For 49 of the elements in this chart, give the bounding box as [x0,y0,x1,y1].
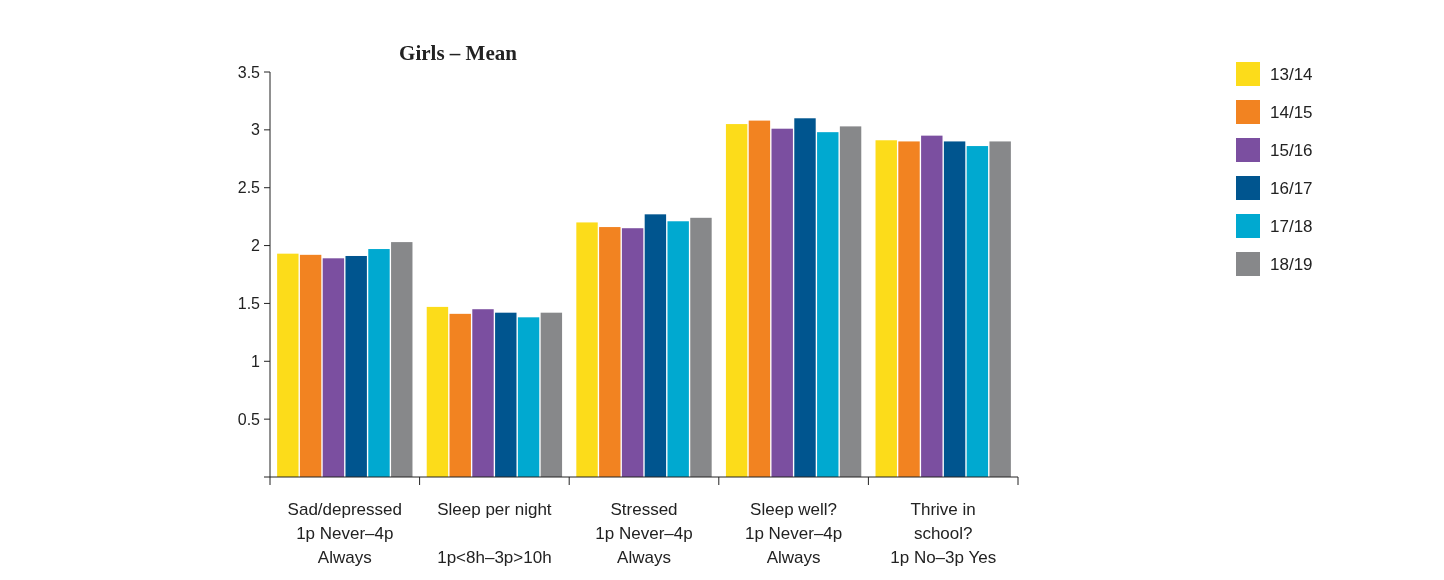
bar [540,312,563,477]
bar [517,317,540,477]
bar [391,242,413,477]
legend-label: 17/18 [1270,216,1313,236]
bar [725,124,748,477]
bar [426,306,449,477]
y-tick-label: 1 [251,352,261,370]
bar [449,313,471,477]
x-tick-label: Stressed 1p Never–4p Always [595,500,693,567]
bar [644,214,667,477]
y-tick-label: 2.5 [237,179,261,197]
legend-label: 18/19 [1270,254,1313,274]
y-tick-label: 3.5 [237,63,261,81]
y-tick-label: 3 [251,121,261,139]
bar [621,228,644,477]
bar [989,141,1011,477]
bar [322,258,345,477]
bar [966,146,989,477]
category-label: Sleep per night 1p<8h–3p>10h [437,500,552,567]
bar [839,126,862,477]
x-tick-label: Thrive in school? 1p No–3p Yes [890,500,997,567]
legend-label: 13/14 [1270,64,1313,84]
bar [472,309,494,477]
bar [576,222,598,477]
y-tick-label: 0.5 [237,410,261,428]
bar [345,255,367,477]
bar [921,135,943,477]
bar [771,128,793,477]
bar [898,141,920,477]
x-tick-label: Sad/depressed 1p Never–4p Always [287,500,402,567]
bar [943,141,966,477]
y-tick-label: 2 [251,237,261,255]
legend-label: 14/15 [1270,102,1313,122]
bar [277,253,299,477]
bar [748,120,771,477]
legend-label: 15/16 [1270,140,1313,160]
bar [817,132,839,477]
y-tick-label: 1.5 [237,295,261,313]
bar [495,312,517,477]
x-tick-label: Sleep well? 1p Never–4p Always [744,500,843,567]
bar [667,221,689,477]
bar [368,249,390,477]
bar [875,140,897,477]
bar [299,254,322,477]
bar [794,118,816,477]
chart-title: Girls – Mean [399,41,518,65]
bar [599,227,621,477]
bar [690,217,712,477]
legend-label: 16/17 [1270,178,1313,198]
